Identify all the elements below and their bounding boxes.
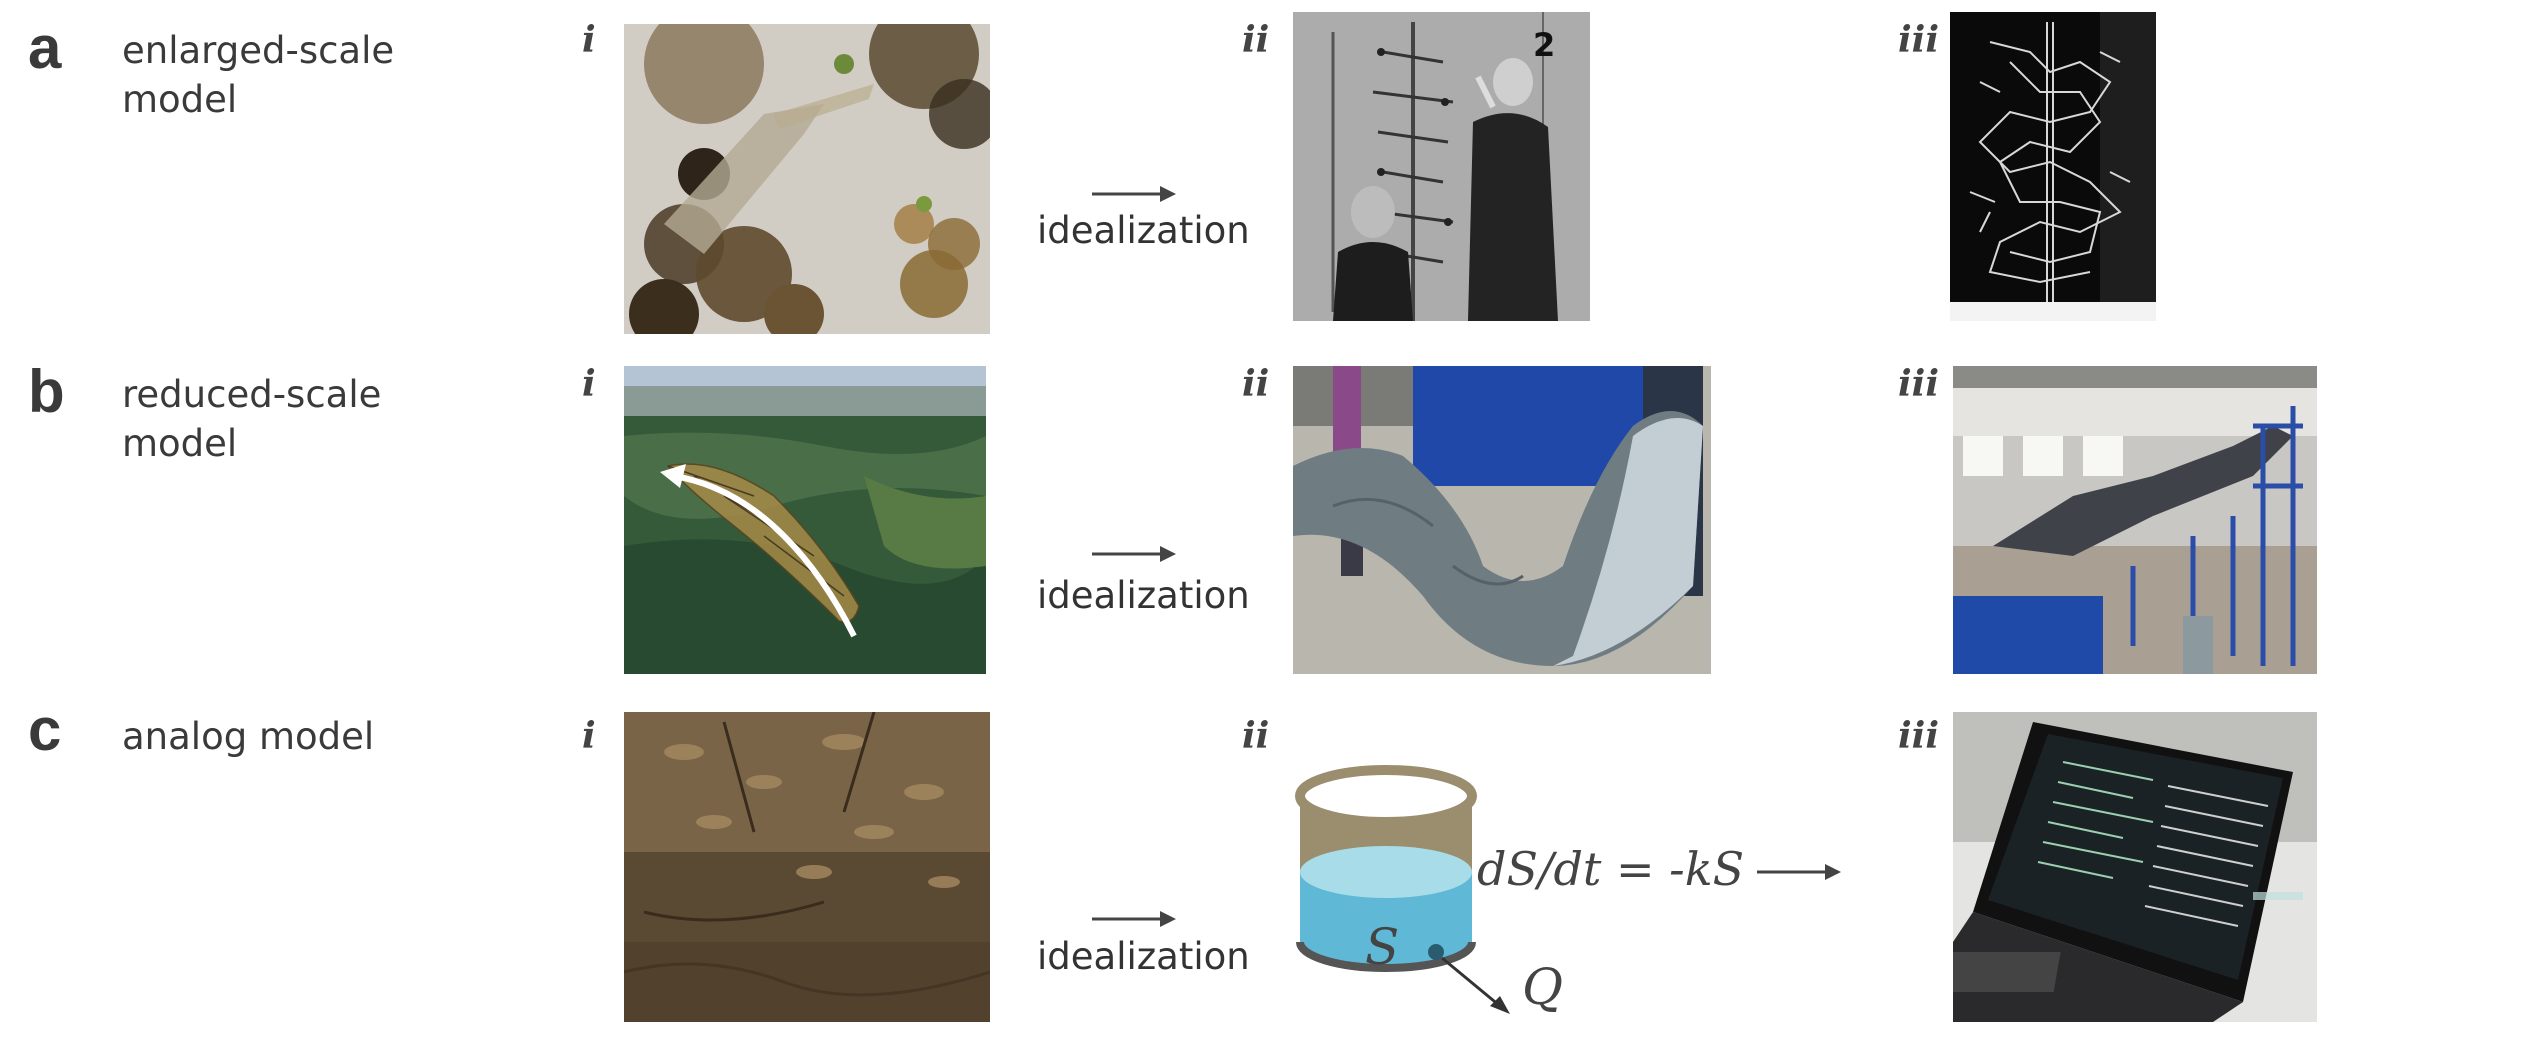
microscope-image <box>624 24 990 334</box>
row-b-label-iii: iii <box>1898 363 1940 405</box>
equation-arrow-icon <box>1757 864 1841 880</box>
landslide-scale-model-photo <box>1293 366 1711 674</box>
row-b-letter: b <box>28 358 65 425</box>
row-b-label-i: i <box>582 363 596 405</box>
photo-numeral: 2 <box>1533 26 1555 64</box>
row-a-letter: a <box>28 14 62 81</box>
row-c-arrow-icon <box>1092 911 1176 927</box>
row-b-arrow-icon <box>1092 546 1176 562</box>
row-b-label-ii: ii <box>1242 363 1270 405</box>
aerial-landslide-image <box>624 366 986 674</box>
row-c-label-iii: iii <box>1898 715 1940 757</box>
dna-model-photo <box>1950 12 2156 321</box>
row-c-idealization-label: idealization <box>1037 935 1250 978</box>
storage-equation: dS/dt = -kS <box>1477 842 1745 896</box>
outflow-symbol: Q <box>1522 958 1563 1016</box>
row-c-label-ii: ii <box>1242 715 1270 757</box>
forest-soil-image <box>624 712 990 1022</box>
storage-symbol: S <box>1365 918 1400 976</box>
row-b-title: reduced-scale model <box>122 373 382 465</box>
row-a-arrow-icon <box>1092 186 1176 202</box>
bucket-reservoir-diagram <box>1295 765 1510 1014</box>
watson-crick-photo: 2 <box>1293 12 1590 321</box>
row-c-title: analog model <box>122 715 375 758</box>
row-a-label-ii: ii <box>1242 19 1270 61</box>
row-a-label-iii: iii <box>1898 19 1940 61</box>
flume-lab-photo <box>1953 366 2317 674</box>
laptop-code-photo <box>1953 712 2317 1022</box>
row-c-label-i: i <box>582 715 596 757</box>
row-a-label-i: i <box>582 19 596 61</box>
row-a-title: enlarged-scale model <box>122 29 395 121</box>
row-a-idealization-label: idealization <box>1037 209 1250 252</box>
row-b-idealization-label: idealization <box>1037 574 1250 617</box>
row-c-letter: c <box>28 696 62 763</box>
